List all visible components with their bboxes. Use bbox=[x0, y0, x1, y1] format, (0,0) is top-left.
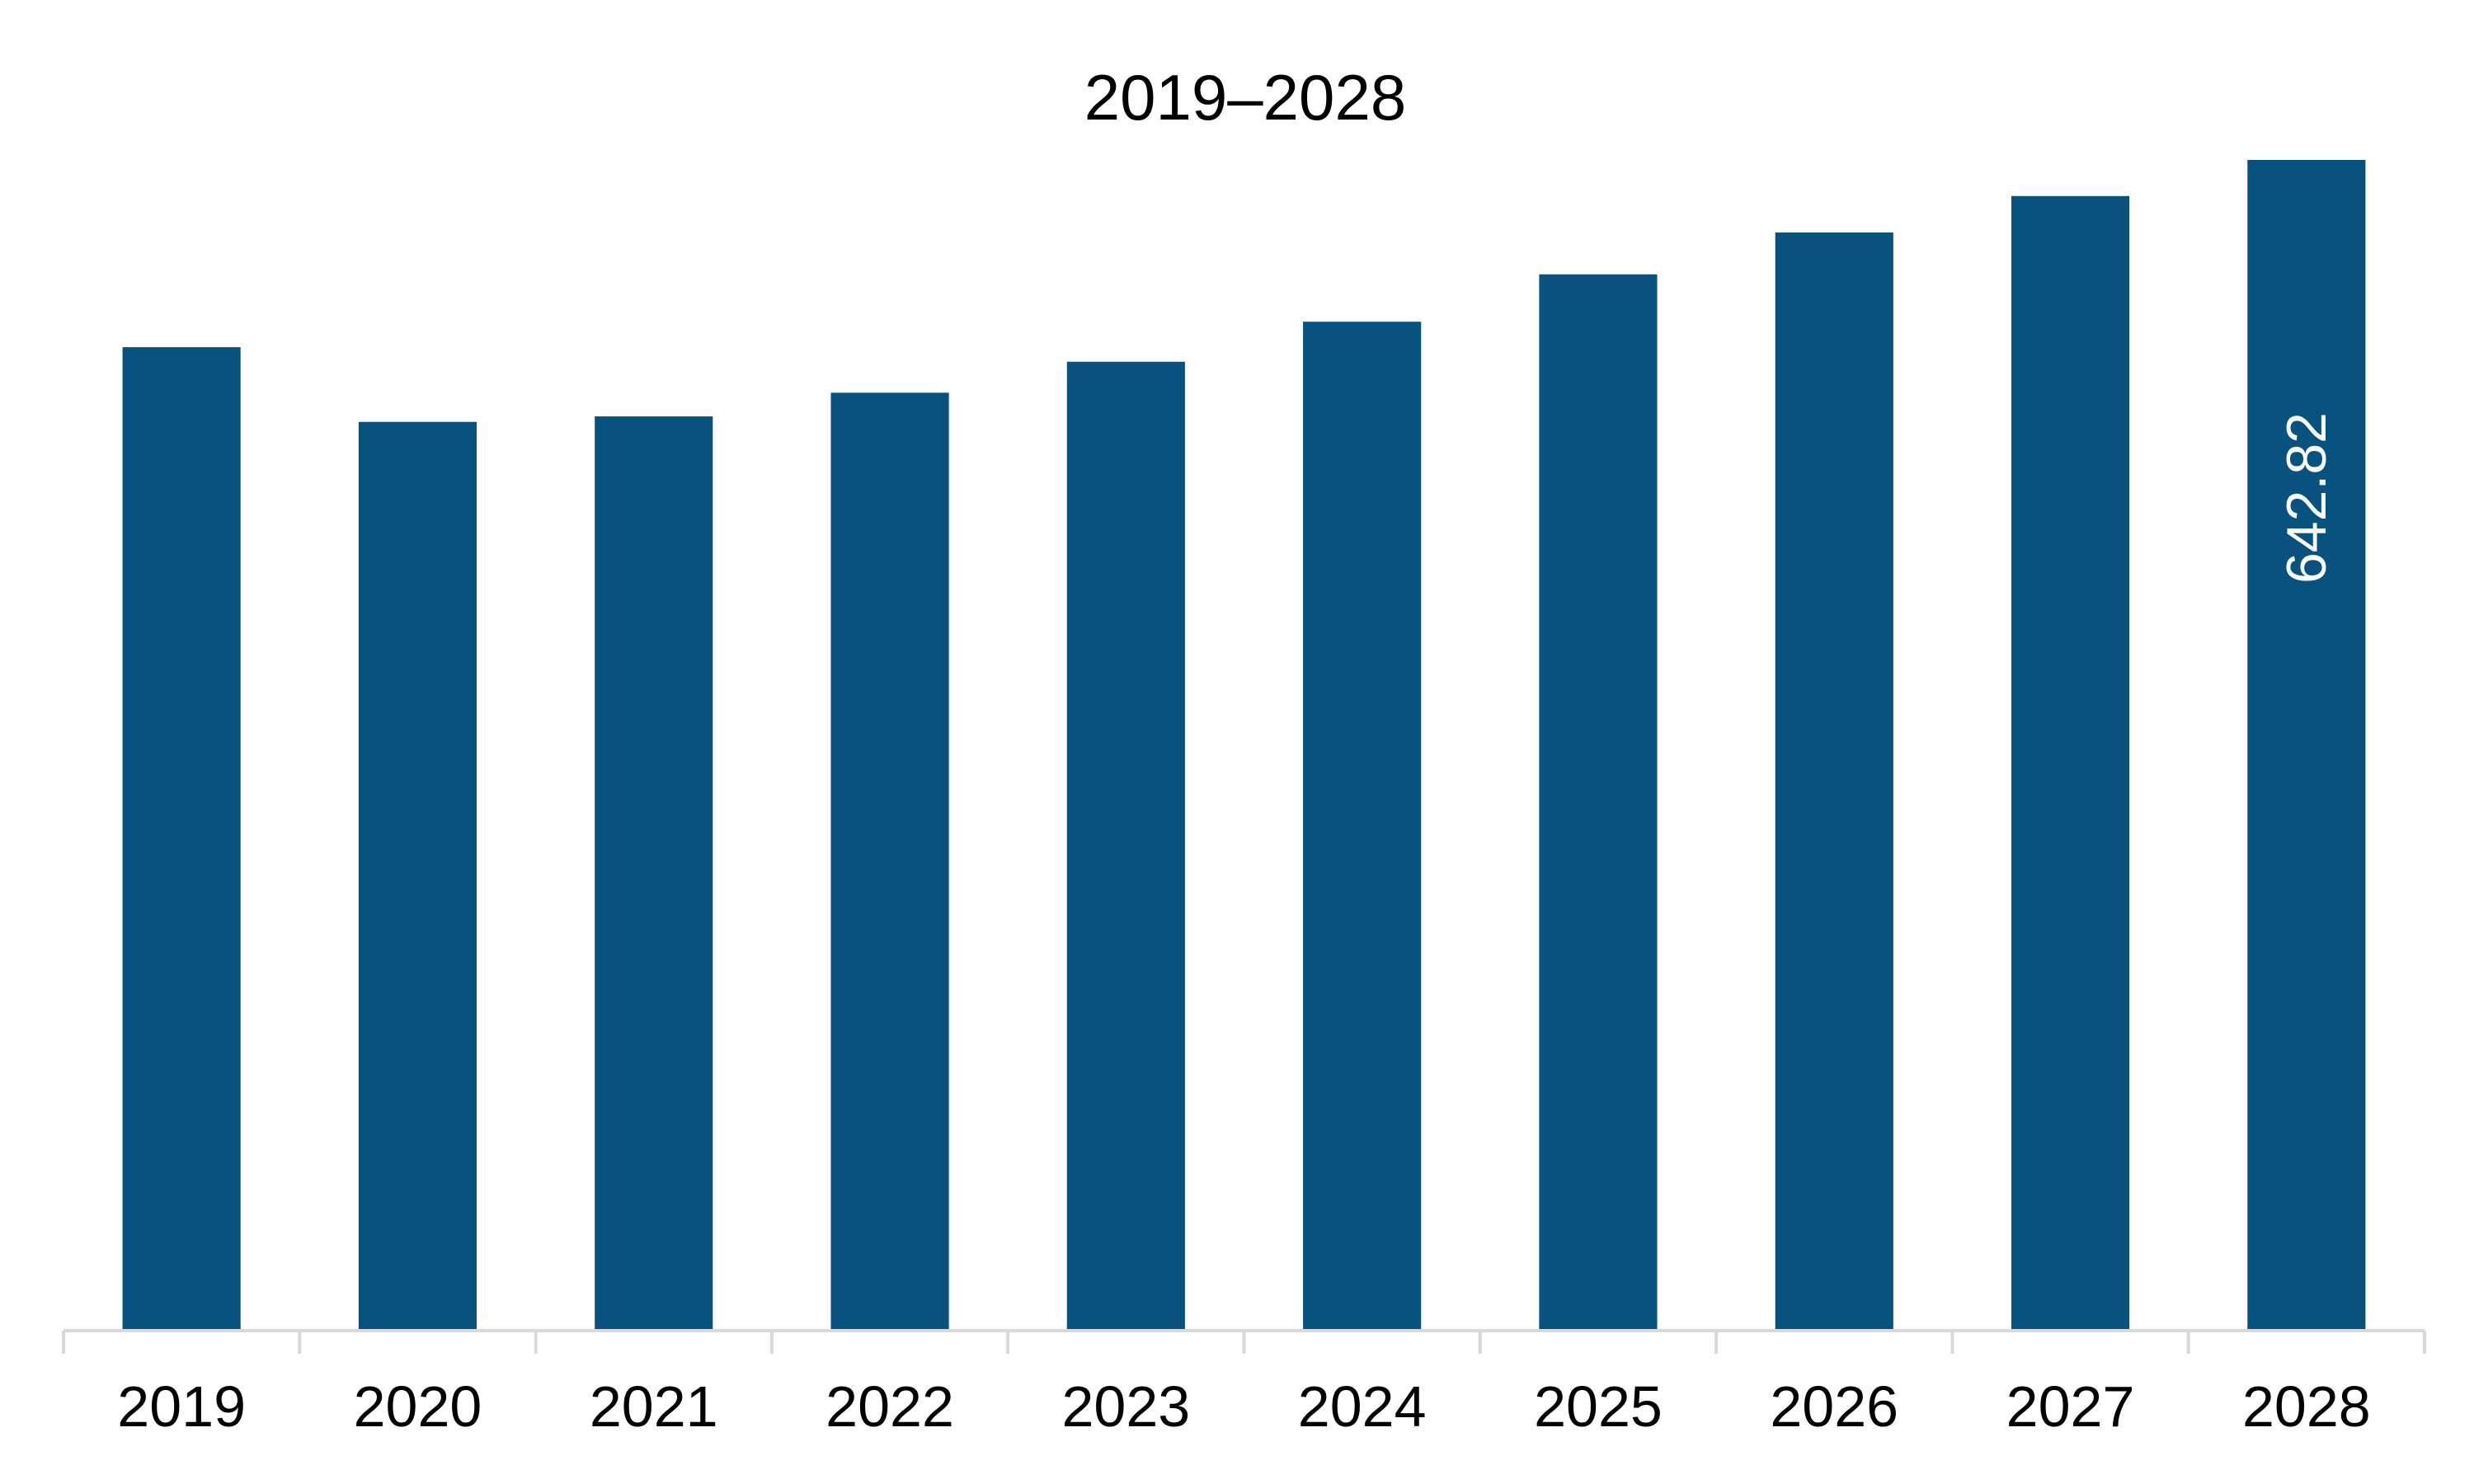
bar-2020 bbox=[358, 421, 477, 1331]
x-tick-label-2021: 2021 bbox=[590, 1374, 718, 1439]
x-tick-label-2025: 2025 bbox=[1534, 1374, 1663, 1439]
bar-2024 bbox=[1303, 322, 1422, 1331]
bar-2023 bbox=[1066, 361, 1185, 1331]
x-tick-label-2028: 2028 bbox=[2242, 1374, 2371, 1439]
x-tick-label-2023: 2023 bbox=[1061, 1374, 1190, 1439]
bar-2019 bbox=[122, 347, 241, 1331]
x-tick-label-2019: 2019 bbox=[117, 1374, 246, 1439]
data-label-2028: 642.82 bbox=[2275, 412, 2338, 584]
x-tick-label-2026: 2026 bbox=[1770, 1374, 1898, 1439]
x-tick-labels: 2019 2020 2021 2022 2023 2024 2025 2026 2027 2028 bbox=[117, 1374, 2370, 1439]
x-tick-label-2024: 2024 bbox=[1298, 1374, 1427, 1439]
x-tick-label-2027: 2027 bbox=[2006, 1374, 2135, 1439]
bar-2026 bbox=[1775, 232, 1893, 1331]
bars bbox=[122, 160, 2366, 1331]
bar-2021 bbox=[595, 416, 713, 1331]
bar-2028 bbox=[2247, 160, 2366, 1331]
data-labels: 642.82 bbox=[2275, 412, 2338, 584]
x-tick-label-2020: 2020 bbox=[354, 1374, 482, 1439]
bar-2025 bbox=[1539, 274, 1658, 1331]
x-axis bbox=[62, 1329, 2426, 1354]
chart-title: 2019–2028 bbox=[1084, 61, 1406, 134]
bar-2027 bbox=[2011, 195, 2130, 1331]
bar-2022 bbox=[830, 392, 949, 1331]
x-tick-label-2022: 2022 bbox=[825, 1374, 954, 1439]
